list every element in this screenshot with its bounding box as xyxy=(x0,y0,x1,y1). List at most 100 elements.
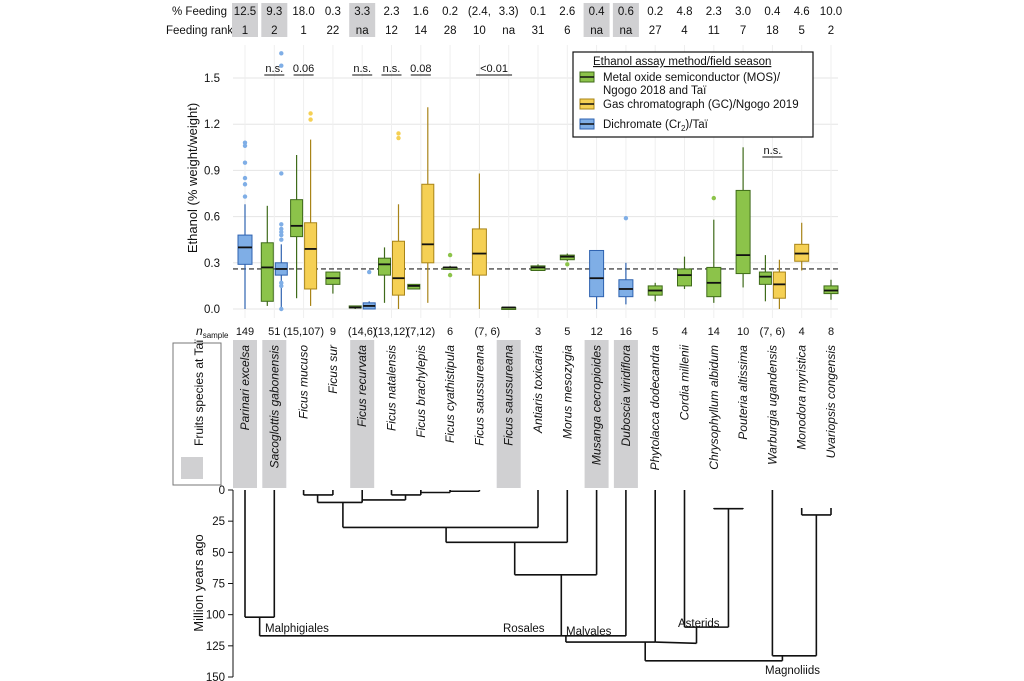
box-cr xyxy=(237,234,253,265)
phylogeny-tick-label: 50 xyxy=(212,547,225,559)
n-sample-label: nsample xyxy=(196,324,229,340)
clade-label: Rosales xyxy=(503,623,545,635)
y-tick-label: 0.0 xyxy=(204,304,220,316)
outlier-point xyxy=(447,252,453,258)
tree-branch xyxy=(655,641,697,645)
rank-value: 7 xyxy=(740,25,746,37)
feeding-value: 0.4 xyxy=(589,6,606,18)
feeding-value: 0.2 xyxy=(647,6,663,18)
outlier-point xyxy=(279,306,284,312)
n-sample-value: 5 xyxy=(652,326,658,338)
outlier-point xyxy=(279,283,284,289)
species-name: Warburgia ugandensis xyxy=(765,345,779,465)
feeding-value: 0.1 xyxy=(530,6,546,18)
taxon-shade xyxy=(233,340,257,488)
rank-value: na xyxy=(502,25,515,37)
outlier-point xyxy=(308,117,313,122)
phylogeny-tick-label: 150 xyxy=(206,672,225,681)
n-sample-value: 14 xyxy=(708,326,720,338)
phylogeny-axis-label: Million years ago xyxy=(191,534,206,632)
y-tick-label: 0.3 xyxy=(204,258,220,270)
y-axis-label: Ethanol (% weight/weight) xyxy=(185,103,200,253)
species-name: Antiaris toxicaria xyxy=(531,345,545,434)
feeding-value: 0.2 xyxy=(442,6,458,18)
species-name: Phytolacca dodecandra xyxy=(648,345,662,471)
feeding-value: 0.4 xyxy=(764,6,781,18)
clade-label: Malvales xyxy=(566,626,612,638)
outlier-point xyxy=(711,195,716,201)
n-sample-value: 6 xyxy=(447,326,453,338)
box-gc xyxy=(471,228,487,276)
rank-value: 28 xyxy=(444,25,457,37)
taxon-shade xyxy=(496,340,521,488)
species-name: Sacoglottis gabonensis xyxy=(267,345,281,468)
species-name: Musanga cecropioides xyxy=(590,345,604,465)
rank-value: 11 xyxy=(708,25,720,37)
box-mos xyxy=(290,199,304,238)
feeding-value: 3.3) xyxy=(499,6,519,18)
feeding-shade xyxy=(232,3,258,37)
outlier-point xyxy=(279,229,284,235)
significance-label: <0.01 xyxy=(480,63,508,75)
feeding-value: 3.3 xyxy=(354,6,370,18)
phylogeny-tick-label: 25 xyxy=(212,516,225,528)
species-name: Ficus brachylepis xyxy=(414,345,428,438)
significance-label: 0.08 xyxy=(410,63,431,75)
outlier-point xyxy=(367,269,372,275)
n-sample-value: (7, 6) xyxy=(760,326,786,338)
feeding-value: 0.6 xyxy=(618,6,634,18)
species-name: Ficus saussureana xyxy=(502,345,516,446)
significance-labels: n.s. 0.06 n.s. n.s. 0.08 <0.01 n.s. xyxy=(264,63,783,158)
n-sample-value: 3 xyxy=(535,326,541,338)
species-names: Parinari excelsa Sacoglottis gabonensis Fi… xyxy=(233,340,838,488)
feeding-value: 2.3 xyxy=(384,6,400,18)
fruits-at-tai-legend: Fruits species at Taï xyxy=(172,339,222,486)
feeding-value: 12.5 xyxy=(234,6,256,18)
significance-label: n.s. xyxy=(353,63,371,75)
side-legend-swatch xyxy=(181,457,203,479)
feeding-value: 4.8 xyxy=(677,6,693,18)
feeding-value: 3.0 xyxy=(735,6,751,18)
outlier-point xyxy=(279,63,284,68)
feeding-shade xyxy=(349,3,376,37)
box-gc xyxy=(421,183,435,264)
box-mos xyxy=(758,271,772,285)
significance-label: n.s. xyxy=(265,63,283,75)
box-cr xyxy=(589,249,605,298)
box-mos xyxy=(378,257,391,276)
species-name: Ficus saussureana xyxy=(472,345,486,446)
rank-value: 1 xyxy=(300,25,306,37)
n-sample-value: 149 xyxy=(236,326,254,338)
outlier-point xyxy=(242,140,248,145)
rank-value: 6 xyxy=(564,25,570,37)
feeding-value: 10.0 xyxy=(820,6,842,18)
y-tick-label: 0.9 xyxy=(204,165,220,177)
species-name: Cordia millenii xyxy=(678,345,692,421)
n-sample-value: (15,107) xyxy=(283,326,324,338)
taxon-shade xyxy=(262,340,287,488)
row-label-rank: Feeding rank xyxy=(166,25,233,37)
rank-value: na xyxy=(620,25,633,37)
n-sample-value: (13,12) xyxy=(374,326,409,338)
species-name: Ficus sur xyxy=(326,344,340,394)
outlier-point xyxy=(279,171,284,176)
outlier-point xyxy=(242,160,248,165)
taxon-shade xyxy=(584,340,609,488)
legend-label-cr: Dichromate (Cr2)/Taï xyxy=(603,119,709,133)
row-label-feeding: % Feeding xyxy=(172,6,227,18)
y-tick-label: 1.2 xyxy=(204,119,220,131)
rank-value: 22 xyxy=(327,25,340,37)
outlier-point xyxy=(447,272,453,278)
n-sample-value: 12 xyxy=(590,326,602,338)
rank-value: 18 xyxy=(766,25,779,37)
rank-value: 14 xyxy=(414,25,427,37)
feeding-value: 18.0 xyxy=(292,6,314,18)
outlier-point xyxy=(308,111,313,116)
n-sample-value: 10 xyxy=(737,326,749,338)
species-name: Chrysophyllum albidum xyxy=(707,345,721,470)
outlier-point xyxy=(279,237,284,242)
n-sample-value: 16 xyxy=(620,326,632,338)
n-sample-value: (14,6) xyxy=(348,326,377,338)
phylogeny: 0 25 50 75 100 125 150 Million years ago Malphig… xyxy=(191,485,832,681)
